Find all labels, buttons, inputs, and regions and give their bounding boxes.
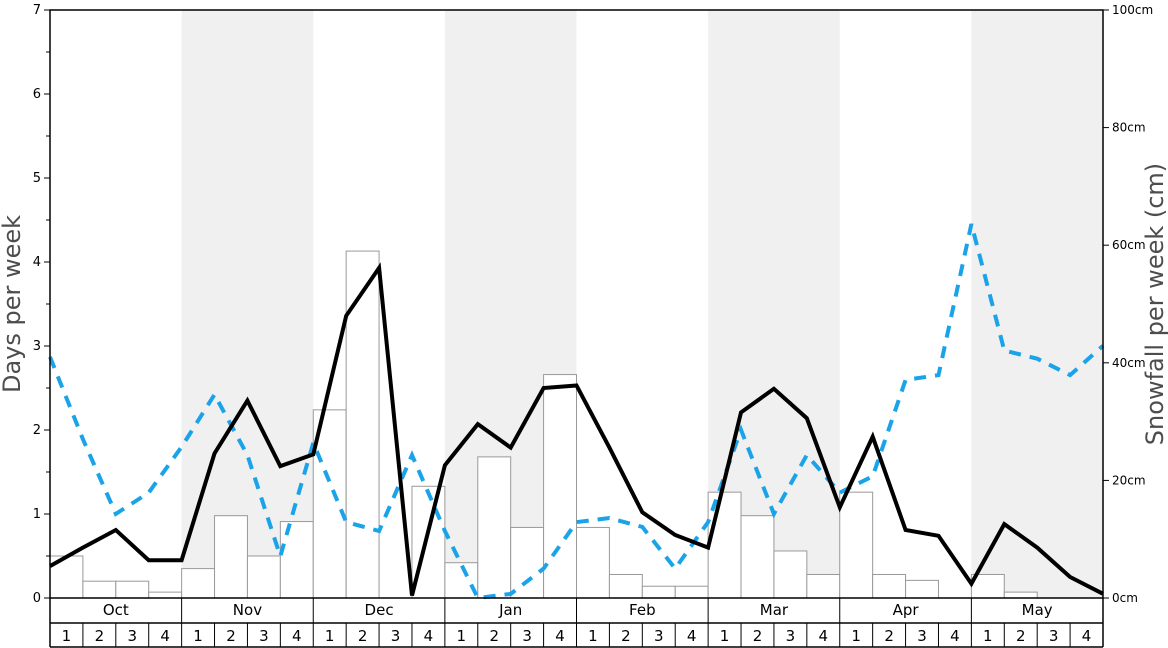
week-label: 3 <box>654 627 664 645</box>
week-label: 4 <box>424 627 434 645</box>
week-label: 3 <box>786 627 796 645</box>
y-tick-label: 5 <box>33 171 41 186</box>
week-label: 1 <box>851 627 861 645</box>
bar <box>1003 591 1038 599</box>
week-label: 4 <box>292 627 302 645</box>
month-band <box>181 10 314 598</box>
month-label: Jan <box>498 601 522 619</box>
bar <box>905 579 939 599</box>
month-label: May <box>1022 601 1053 619</box>
bar <box>806 573 841 599</box>
week-label: 2 <box>753 627 763 645</box>
y-right-tick-label: 60cm <box>1112 238 1146 252</box>
month-label: Dec <box>365 601 394 619</box>
y-tick-label: 0 <box>33 591 41 606</box>
line-series <box>48 223 1105 601</box>
y-tick-label: 4 <box>33 255 41 270</box>
month-label: Mar <box>760 601 789 619</box>
bar <box>576 526 610 599</box>
y-right-tick-label: 20cm <box>1112 473 1146 487</box>
y-right-tick-label: 40cm <box>1112 356 1146 370</box>
week-label: 3 <box>127 627 137 645</box>
y-right-tick-label: 0cm <box>1112 591 1138 605</box>
bar <box>608 573 643 599</box>
week-label: 1 <box>193 627 203 645</box>
week-label: 4 <box>819 627 829 645</box>
month-shading <box>181 10 1103 598</box>
bar-series <box>49 250 1038 599</box>
month-label: Apr <box>893 601 920 619</box>
week-label: 1 <box>983 627 993 645</box>
week-label: 2 <box>621 627 631 645</box>
left-axis: 0 1 2 3 4 5 6 7 <box>33 3 50 606</box>
week-label: 3 <box>259 627 269 645</box>
week-label: 3 <box>522 627 532 645</box>
week-label: 4 <box>950 627 960 645</box>
month-label: Feb <box>629 601 656 619</box>
week-label: 3 <box>1049 627 1059 645</box>
week-label: 2 <box>1016 627 1026 645</box>
y-tick-label: 7 <box>33 3 41 18</box>
month-label: Nov <box>233 601 262 619</box>
bar <box>773 550 808 599</box>
bar <box>214 515 248 599</box>
y-tick-label: 1 <box>33 507 41 522</box>
y-tick-label: 6 <box>33 87 41 102</box>
y-tick-label: 3 <box>33 339 41 354</box>
week-label: 1 <box>588 627 598 645</box>
y-right-tick-label: 100cm <box>1112 3 1153 17</box>
week-label: 2 <box>884 627 894 645</box>
bar <box>839 491 874 599</box>
y-axis-title-left: Days per week <box>0 215 26 393</box>
week-label: 1 <box>325 627 335 645</box>
week-label: 2 <box>358 627 368 645</box>
bar <box>510 526 545 599</box>
week-label: 4 <box>160 627 170 645</box>
y-axis-title-right: Snowfall per week (cm) <box>1141 163 1168 445</box>
week-label: 2 <box>489 627 499 645</box>
week-label: 2 <box>226 627 236 645</box>
days-line <box>49 262 1104 596</box>
bar <box>543 374 577 599</box>
bar <box>181 568 216 599</box>
y-right-tick-label: 80cm <box>1112 121 1146 135</box>
bar <box>674 585 709 599</box>
bar <box>641 585 676 599</box>
week-label: 4 <box>1082 627 1092 645</box>
bar <box>872 573 907 599</box>
bar <box>740 515 775 599</box>
week-label: 3 <box>917 627 927 645</box>
week-label: 3 <box>391 627 401 645</box>
y-tick-label: 2 <box>33 423 41 438</box>
week-label: 4 <box>555 627 565 645</box>
month-label: Oct <box>103 601 129 619</box>
bar <box>477 456 512 599</box>
month-week-axis: Oct 1 2 3 4 Nov 1 2 3 4 Dec 1 2 3 4 Jan 1 2 3 4 Feb 1 2 3 4 Mar 1 2… <box>49 598 1104 648</box>
bar <box>115 580 150 599</box>
right-axis: 0cm 20cm 40cm 60cm 80cm 100cm <box>1103 3 1153 605</box>
bar <box>246 555 281 599</box>
bar <box>345 250 380 599</box>
week-label: 1 <box>457 627 467 645</box>
bar <box>82 580 117 599</box>
bar <box>148 591 183 599</box>
week-label: 4 <box>687 627 697 645</box>
week-label: 1 <box>720 627 730 645</box>
week-label: 1 <box>62 627 72 645</box>
week-label: 2 <box>95 627 105 645</box>
